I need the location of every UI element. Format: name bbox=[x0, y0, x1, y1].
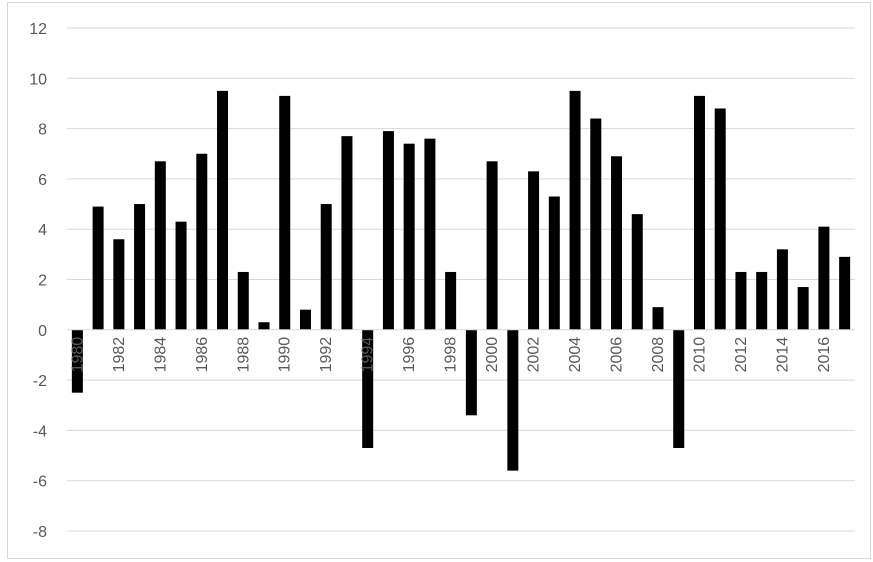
bar-1997 bbox=[424, 138, 436, 330]
bar-1983 bbox=[134, 204, 146, 330]
y-tick-label: -4 bbox=[33, 423, 47, 440]
x-tick-label: 1980 bbox=[69, 337, 86, 373]
x-tick-label: 1990 bbox=[277, 337, 294, 373]
bar-1982 bbox=[113, 239, 125, 330]
bar-2013 bbox=[756, 271, 768, 330]
bar-1981 bbox=[92, 206, 104, 330]
bar-1984 bbox=[154, 161, 166, 330]
bar-1989 bbox=[258, 322, 270, 330]
x-axis-tick-labels: 1980 1982 1984 1986 1988 1990 1992 1994 1996 1998… bbox=[69, 337, 833, 373]
bar-2014 bbox=[776, 249, 788, 330]
y-tick-label: 4 bbox=[38, 222, 47, 239]
x-tick-label: 1984 bbox=[152, 337, 169, 373]
bar-2005 bbox=[590, 118, 602, 330]
bar-1998 bbox=[445, 271, 457, 330]
x-tick-label: 2010 bbox=[691, 337, 708, 373]
y-tick-label: -2 bbox=[33, 373, 47, 390]
bar-2006 bbox=[611, 156, 623, 330]
x-tick-label: 1998 bbox=[443, 337, 460, 373]
bars bbox=[71, 90, 851, 471]
bar-2002 bbox=[528, 171, 540, 330]
x-tick-label: 1982 bbox=[111, 337, 128, 373]
bar-2010 bbox=[693, 95, 705, 330]
bar-2016 bbox=[818, 226, 830, 330]
bar-2003 bbox=[548, 196, 560, 330]
x-tick-label: 2002 bbox=[526, 337, 543, 373]
bar-2007 bbox=[631, 214, 643, 330]
bar-1988 bbox=[237, 271, 249, 330]
bar-2017 bbox=[839, 256, 851, 330]
y-tick-label: -6 bbox=[33, 474, 47, 491]
x-tick-label: 2014 bbox=[774, 337, 791, 373]
bar-1986 bbox=[196, 153, 208, 330]
x-tick-label: 2016 bbox=[816, 337, 833, 373]
bar-2015 bbox=[797, 287, 809, 330]
bar-1990 bbox=[279, 95, 291, 330]
bar-2011 bbox=[714, 108, 726, 330]
y-tick-label: 0 bbox=[38, 323, 47, 340]
x-tick-label: 1988 bbox=[235, 337, 252, 373]
y-tick-label: 10 bbox=[29, 71, 47, 88]
x-tick-label: 1996 bbox=[401, 337, 418, 373]
x-tick-label: 2008 bbox=[650, 337, 667, 373]
bar-2001 bbox=[507, 329, 519, 471]
x-tick-label: 1994 bbox=[360, 337, 377, 373]
bar-1993 bbox=[341, 136, 353, 330]
bar-1996 bbox=[403, 143, 415, 330]
x-tick-label: 2012 bbox=[733, 337, 750, 373]
x-tick-label: 1986 bbox=[194, 337, 211, 373]
y-axis-tick-labels: -8 -6 -4 -2 0 2 4 6 8 10 12 bbox=[29, 21, 47, 541]
chart-area bbox=[7, 2, 871, 559]
bar-2009 bbox=[673, 329, 685, 449]
y-tick-label: 8 bbox=[38, 122, 47, 139]
bar-2000 bbox=[486, 161, 498, 330]
bar-1991 bbox=[299, 309, 311, 330]
bar-1995 bbox=[382, 131, 394, 330]
bar-2012 bbox=[735, 271, 747, 330]
bar-1992 bbox=[320, 204, 332, 330]
y-tick-label: 12 bbox=[29, 21, 47, 38]
x-tick-label: 2004 bbox=[567, 337, 584, 373]
bar-2008 bbox=[652, 307, 664, 330]
x-tick-label: 2000 bbox=[484, 337, 501, 373]
bar-1994 bbox=[362, 329, 374, 449]
x-tick-label: 2006 bbox=[609, 337, 626, 373]
bar-1985 bbox=[175, 221, 187, 330]
y-tick-label: 6 bbox=[38, 172, 47, 189]
bar-1980 bbox=[71, 329, 83, 393]
bar-1999 bbox=[465, 329, 477, 416]
x-tick-label: 1992 bbox=[318, 337, 335, 373]
y-tick-label: -8 bbox=[33, 524, 47, 541]
bar-2004 bbox=[569, 90, 581, 330]
y-tick-label: 2 bbox=[38, 273, 47, 290]
bar-1987 bbox=[217, 90, 229, 330]
